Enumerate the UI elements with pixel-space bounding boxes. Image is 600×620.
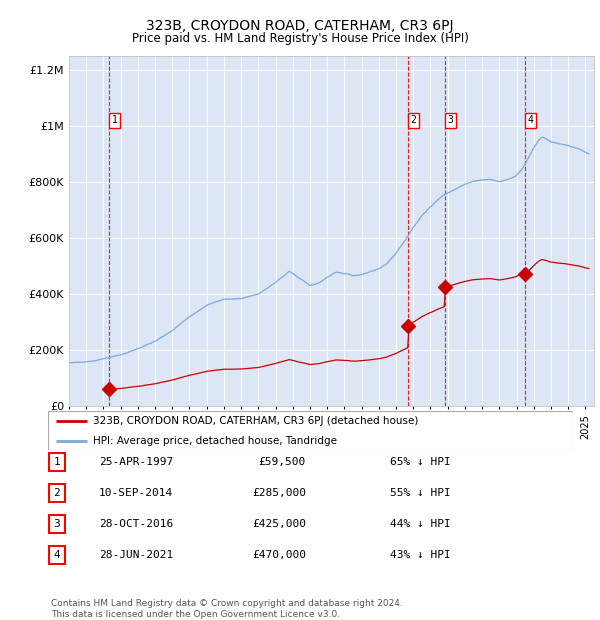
Text: 28-OCT-2016: 28-OCT-2016 [99,519,173,529]
Text: Price paid vs. HM Land Registry's House Price Index (HPI): Price paid vs. HM Land Registry's House … [131,32,469,45]
FancyBboxPatch shape [49,546,65,564]
Text: 1: 1 [53,457,61,467]
Text: HPI: Average price, detached house, Tandridge: HPI: Average price, detached house, Tand… [92,436,337,446]
Text: £425,000: £425,000 [252,519,306,529]
Text: 2: 2 [410,115,416,125]
FancyBboxPatch shape [49,484,65,502]
Text: 1: 1 [112,115,118,125]
Text: Contains HM Land Registry data © Crown copyright and database right 2024.
This d: Contains HM Land Registry data © Crown c… [51,600,403,619]
Text: 323B, CROYDON ROAD, CATERHAM, CR3 6PJ (detached house): 323B, CROYDON ROAD, CATERHAM, CR3 6PJ (d… [92,415,418,426]
Text: 43% ↓ HPI: 43% ↓ HPI [390,550,451,560]
FancyBboxPatch shape [48,411,573,449]
Text: 4: 4 [53,550,61,560]
Text: 3: 3 [448,115,453,125]
Text: 65% ↓ HPI: 65% ↓ HPI [390,457,451,467]
Text: £285,000: £285,000 [252,488,306,498]
Text: 323B, CROYDON ROAD, CATERHAM, CR3 6PJ: 323B, CROYDON ROAD, CATERHAM, CR3 6PJ [146,19,454,33]
FancyBboxPatch shape [49,515,65,533]
Text: £59,500: £59,500 [259,457,306,467]
Text: 44% ↓ HPI: 44% ↓ HPI [390,519,451,529]
Text: 25-APR-1997: 25-APR-1997 [99,457,173,467]
Text: 2: 2 [53,488,61,498]
Text: 4: 4 [527,115,533,125]
Text: 3: 3 [53,519,61,529]
Text: 10-SEP-2014: 10-SEP-2014 [99,488,173,498]
FancyBboxPatch shape [49,453,65,471]
Text: 55% ↓ HPI: 55% ↓ HPI [390,488,451,498]
Text: £470,000: £470,000 [252,550,306,560]
Text: 28-JUN-2021: 28-JUN-2021 [99,550,173,560]
